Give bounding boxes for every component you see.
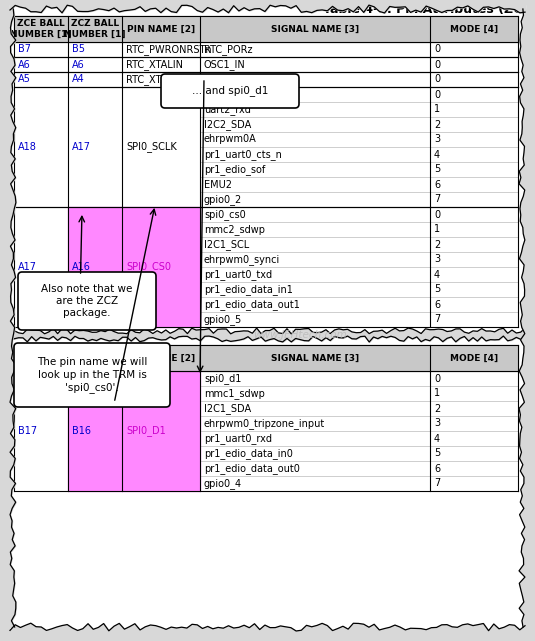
Text: The pin name we will
look up in the TRM is
'spi0_cs0'.: The pin name we will look up in the TRM …	[37, 357, 147, 393]
Text: 0: 0	[434, 60, 440, 69]
Text: B16: B16	[72, 426, 91, 436]
Text: uart2_rxd: uart2_rxd	[204, 104, 251, 115]
Text: OSC1_IN: OSC1_IN	[204, 59, 246, 70]
Text: gpio0_2: gpio0_2	[204, 194, 242, 205]
Text: A5: A5	[18, 74, 31, 85]
Text: 4: 4	[434, 269, 440, 279]
Text: A18: A18	[18, 142, 37, 152]
Text: spi0_sclk: spi0_sclk	[204, 89, 248, 100]
Text: 6: 6	[434, 463, 440, 474]
Text: ... and spi0_d1: ... and spi0_d1	[192, 85, 268, 96]
Text: I2C1_SDA: I2C1_SDA	[204, 403, 251, 414]
FancyBboxPatch shape	[10, 10, 525, 631]
Text: pr1_uart0_cts_n: pr1_uart0_cts_n	[204, 149, 282, 160]
Text: mmc1_sdwp: mmc1_sdwp	[204, 388, 265, 399]
Text: gpio0_4: gpio0_4	[204, 478, 242, 489]
Text: 0: 0	[434, 44, 440, 54]
Text: pr1_uart0_rxd: pr1_uart0_rxd	[204, 433, 272, 444]
Text: pr1_edio_data_out1: pr1_edio_data_out1	[204, 299, 300, 310]
Text: 2: 2	[434, 403, 440, 413]
Text: B17: B17	[18, 426, 37, 436]
Text: PIN NAME [2]: PIN NAME [2]	[127, 24, 195, 33]
Text: pr1_edio_sof: pr1_edio_sof	[204, 164, 265, 175]
Text: RTC_XTALIN: RTC_XTALIN	[126, 59, 183, 70]
Text: 6: 6	[434, 299, 440, 310]
Text: A6: A6	[18, 60, 30, 69]
Text: SIGNAL NAME [3]: SIGNAL NAME [3]	[271, 353, 359, 363]
Text: 5: 5	[434, 165, 440, 174]
Text: SIGNAL NAME [3]: SIGNAL NAME [3]	[271, 24, 359, 33]
Text: ZCE BALL
NUMBER [1]: ZCE BALL NUMBER [1]	[10, 19, 72, 38]
Text: A17: A17	[18, 262, 37, 272]
Text: B7: B7	[18, 44, 31, 54]
Text: 3: 3	[434, 254, 440, 265]
Text: ZCZ BALL
NUMBER [1]: ZCZ BALL NUMBER [1]	[64, 19, 126, 38]
Text: ZCE BALL
NUMBER [1]: ZCE BALL NUMBER [1]	[10, 348, 72, 368]
Text: ehrpwm0_tripzone_input: ehrpwm0_tripzone_input	[204, 418, 325, 429]
Text: A4: A4	[72, 74, 85, 85]
Text: 5: 5	[434, 449, 440, 458]
Text: OSC1_OUT: OSC1_OUT	[204, 74, 256, 85]
Text: SPI0_D1: SPI0_D1	[126, 426, 166, 437]
Text: 6: 6	[434, 179, 440, 190]
Text: MODE [4]: MODE [4]	[450, 353, 498, 363]
Text: 2: 2	[434, 119, 440, 129]
FancyBboxPatch shape	[14, 343, 170, 407]
Text: RTC_PORz: RTC_PORz	[204, 44, 253, 55]
Text: Table 4-1. Pin Attributes (ZC: Table 4-1. Pin Attributes (ZC	[323, 3, 522, 17]
Text: 0: 0	[434, 210, 440, 219]
Text: mmc2_sdwp: mmc2_sdwp	[204, 224, 265, 235]
Text: MODE [4]: MODE [4]	[450, 24, 498, 33]
Text: 4: 4	[434, 149, 440, 160]
FancyBboxPatch shape	[161, 74, 299, 108]
Text: 7: 7	[434, 194, 440, 204]
Text: 1: 1	[434, 224, 440, 235]
Text: pr1_uart0_txd: pr1_uart0_txd	[204, 269, 272, 280]
Text: RTC_PWRONRSTn: RTC_PWRONRSTn	[126, 44, 212, 55]
Text: spi0_cs0: spi0_cs0	[204, 209, 246, 220]
Text: pr1_edio_data_in1: pr1_edio_data_in1	[204, 284, 293, 295]
Text: 0: 0	[434, 374, 440, 383]
Text: 0: 0	[434, 74, 440, 85]
Text: 7: 7	[434, 315, 440, 324]
Text: 1: 1	[434, 388, 440, 399]
Text: SPI0_SCLK: SPI0_SCLK	[126, 142, 177, 153]
Text: ZCZ BALL
NUMBER [1]: ZCZ BALL NUMBER [1]	[64, 348, 126, 368]
Text: PIN NAME [2]: PIN NAME [2]	[127, 353, 195, 363]
Text: I2C1_SCL: I2C1_SCL	[204, 239, 249, 250]
Text: 5: 5	[434, 285, 440, 294]
Text: I2C2_SDA: I2C2_SDA	[204, 119, 251, 130]
Text: A16: A16	[72, 262, 91, 272]
Text: pr1_edio_data_in0: pr1_edio_data_in0	[204, 448, 293, 459]
Text: ehrpwm0_synci: ehrpwm0_synci	[204, 254, 280, 265]
Text: www.JEHtech.com: www.JEHtech.com	[253, 330, 347, 340]
Text: 1: 1	[434, 104, 440, 115]
Text: RTC_XTALOUT: RTC_XTALOUT	[126, 74, 193, 85]
Text: 3: 3	[434, 135, 440, 144]
Text: Also note that we
are the ZCZ
package.: Also note that we are the ZCZ package.	[41, 283, 133, 319]
Text: ehrpwm0A: ehrpwm0A	[204, 135, 257, 144]
Text: 7: 7	[434, 478, 440, 488]
Text: EMU2: EMU2	[204, 179, 232, 190]
Text: 0: 0	[434, 90, 440, 99]
Text: SPI0_CS0: SPI0_CS0	[126, 262, 171, 272]
Text: B5: B5	[72, 44, 85, 54]
Text: pr1_edio_data_out0: pr1_edio_data_out0	[204, 463, 300, 474]
Text: A17: A17	[72, 142, 91, 152]
Text: spi0_d1: spi0_d1	[204, 373, 241, 384]
Text: 4: 4	[434, 433, 440, 444]
Text: gpio0_5: gpio0_5	[204, 314, 242, 325]
FancyBboxPatch shape	[18, 272, 156, 330]
Text: A6: A6	[72, 60, 85, 69]
Text: 2: 2	[434, 240, 440, 249]
Text: 3: 3	[434, 419, 440, 428]
